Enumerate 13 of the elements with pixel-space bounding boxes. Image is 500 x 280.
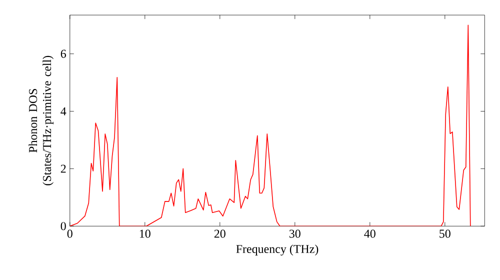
x-tick-label: 20 [214, 230, 226, 238]
y-tick-label: 4 [60, 107, 66, 116]
x-tick-label: 30 [289, 230, 300, 238]
y-tick-label: 0 [60, 222, 66, 230]
line-series [70, 24, 471, 226]
x-tick-label: 40 [364, 230, 376, 238]
y-tick-label: 2 [60, 164, 66, 173]
y-axis-title: Phonon DOS (States/THz·primitive cell) [28, 56, 54, 186]
x-tick-label: 50 [440, 230, 450, 238]
y-tick-label: 6 [60, 50, 66, 58]
x-tick-label: 0 [67, 230, 72, 238]
x-tick-label: 10 [140, 230, 150, 238]
x-axis-title: Frequency (THz) [236, 244, 318, 256]
